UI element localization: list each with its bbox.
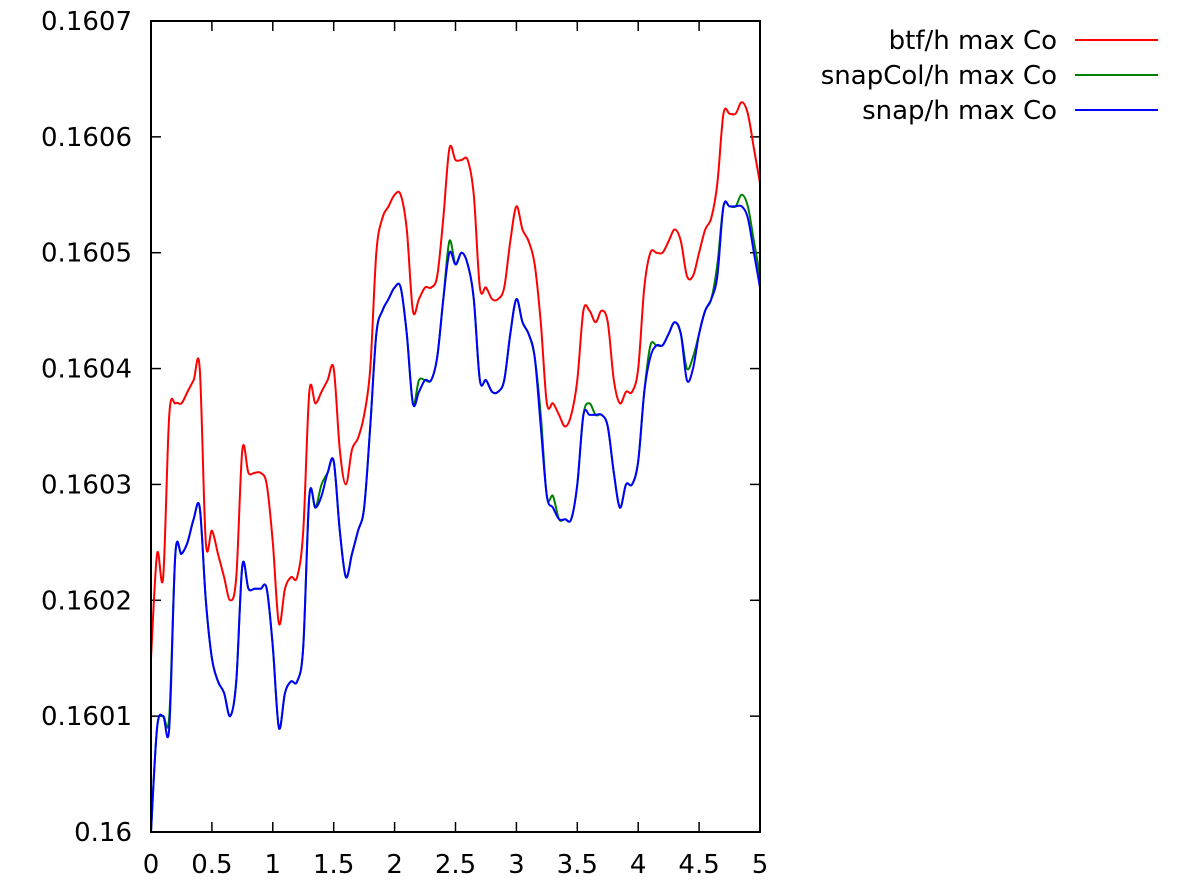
x-tick-label: 4 [630,850,647,880]
y-tick-label: 0.1602 [41,586,132,616]
x-tick-label: 0 [143,850,160,880]
series-line-0 [150,101,761,660]
y-tick-label: 0.16 [74,818,132,848]
series-line-2 [150,200,761,833]
legend: btf/h max Co snapCol/h max Co snap/h max C… [821,26,1158,126]
x-tick-label: 3 [508,850,525,880]
x-tick-label: 1.5 [313,850,354,880]
y-tick-label: 0.1603 [41,470,132,500]
y-tick-label: 0.1606 [41,123,132,153]
x-tick-label: 3.5 [557,850,598,880]
series-lines [150,101,761,833]
legend-label: snap/h max Co [862,96,1057,126]
x-tick-label: 0.5 [191,850,232,880]
y-tick-labels: 0.16 0.1601 0.1602 0.1603 0.1604 0.1605 0.1606… [41,7,132,848]
y-tick-label: 0.1605 [41,239,132,269]
y-tick-label: 0.1607 [41,7,132,37]
plot-frame [150,20,761,833]
x-tick-label: 2.5 [435,850,476,880]
y-tick-label: 0.1601 [41,702,132,732]
x-tick-labels: 0 0.5 1 1.5 2 2.5 3 3.5 4 4.5 5 [143,850,769,880]
y-tick-label: 0.1604 [41,355,132,385]
legend-label: btf/h max Co [889,26,1057,56]
legend-label: snapCol/h max Co [821,61,1057,91]
x-tick-label: 5 [752,850,769,880]
x-tick-label: 2 [386,850,403,880]
x-tick-label: 1 [265,850,282,880]
x-tick-label: 4.5 [678,850,719,880]
